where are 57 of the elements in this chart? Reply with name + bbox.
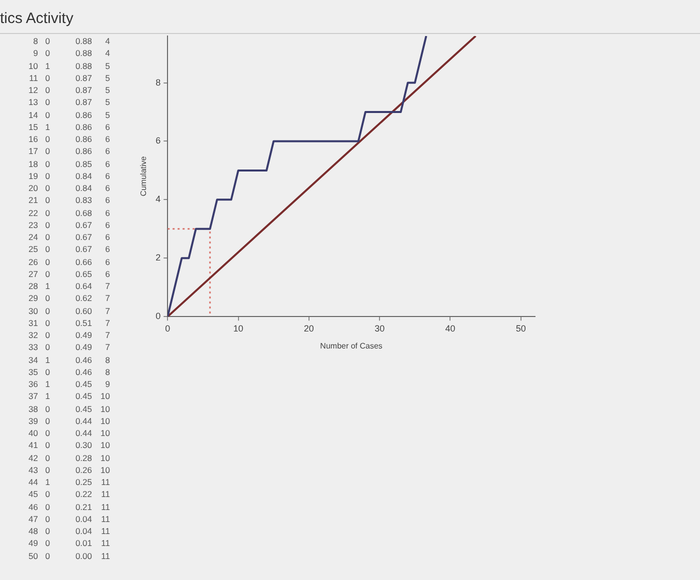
text: 14 0 0.86 5 [28,110,110,120]
text: 34 1 0.46 8 [28,354,110,364]
text: 24 0 0.67 6 [28,232,110,242]
y-tick-label: 0 [156,311,161,322]
text: 35 0 0.46 8 [28,366,110,377]
x-axis-title: Number of Cases [320,341,382,350]
text: 16 0 0.86 6 [28,134,110,144]
text: 27 0 0.65 6 [28,268,110,279]
x-tick-label: 40 [445,323,456,334]
text: 8 0 0.88 4 [33,36,110,46]
text: 10 1 0.88 5 [28,60,110,70]
x-tick-label: 0 [165,323,170,334]
text: 9 0 0.88 4 [33,48,110,58]
text: 33 0 0.49 7 [28,342,110,352]
text: 32 0 0.49 7 [28,330,110,340]
text: 15 1 0.86 6 [28,122,110,132]
text: 39 0 0.44 10 [28,416,110,426]
text: 17 0 0.86 6 [28,146,110,156]
text: 41 0 0.30 10 [28,440,110,450]
text: 26 0 0.66 6 [28,256,110,266]
text: 23 0 0.67 6 [28,220,110,230]
text: 18 0 0.85 6 [28,158,110,168]
text: 46 0 0.21 11 [28,502,110,512]
text: 45 0 0.22 11 [28,489,110,500]
text: 31 0 0.51 7 [28,318,110,328]
x-tick-label: 30 [374,323,385,334]
text: tics Activity [0,10,700,34]
text: 21 0 0.83 6 [28,195,110,206]
text: 11 0 0.87 5 [29,72,110,83]
text: 49 0 0.01 11 [28,538,110,548]
y-tick-label: 6 [156,136,161,146]
text: 12 0 0.87 5 [28,85,110,95]
text: 22 0 0.68 6 [28,208,110,218]
text: 38 0 0.45 10 [28,404,110,414]
text: 43 0 0.26 10 [28,464,110,475]
y-tick-label: 8 [156,77,161,88]
text: 44 1 0.25 11 [28,477,110,487]
text: 13 0 0.87 5 [28,97,110,108]
y-axis-title: Cumulative [139,156,148,196]
text: 30 0 0.60 7 [28,306,110,316]
text: 36 1 0.45 9 [28,379,110,389]
text: 40 0 0.44 10 [28,428,110,438]
text: 50 0 0.00 11 [28,550,110,560]
text: 37 1 0.45 10 [28,391,110,402]
text: 29 0 0.62 7 [28,293,110,304]
text: 48 0 0.04 11 [28,526,110,536]
y-tick-label: 2 [156,252,161,263]
text: 42 0 0.28 10 [28,452,110,462]
x-tick-label: 10 [233,323,244,334]
x-tick-label: 50 [516,323,526,334]
text: 47 0 0.04 11 [28,514,110,524]
text: 20 0 0.84 6 [28,183,110,193]
text: 28 1 0.64 7 [28,281,110,291]
text: 19 0 0.84 6 [28,170,110,181]
x-tick-label: 20 [304,323,314,334]
text: 25 0 0.67 6 [28,244,110,254]
y-tick-label: 4 [156,194,161,204]
